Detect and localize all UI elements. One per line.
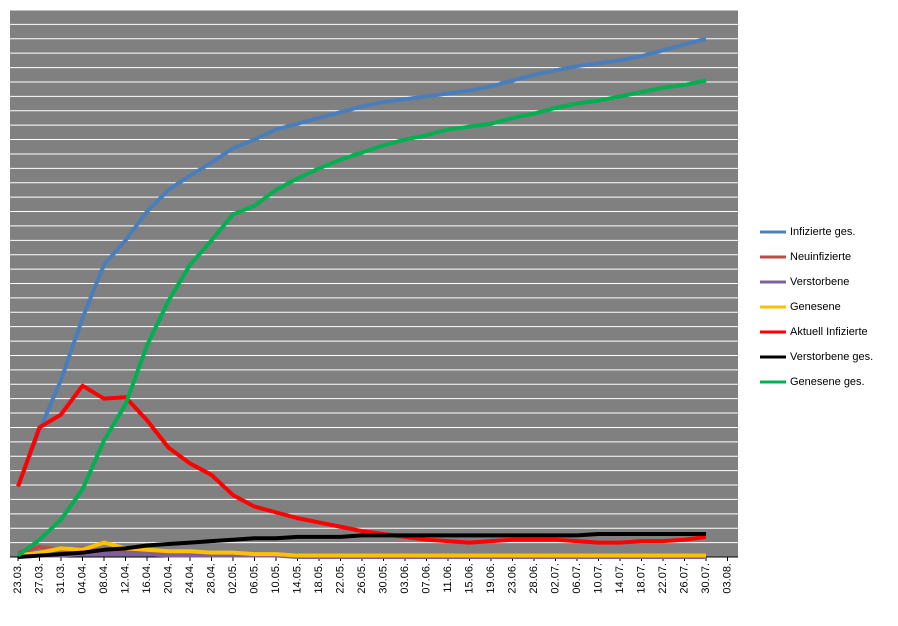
x-tick-label: 22.05. — [334, 563, 346, 594]
x-tick-label: 30.07. — [700, 563, 712, 594]
legend-label: Genesene — [790, 301, 841, 313]
x-tick-label: 08.04. — [98, 563, 110, 594]
x-tick-label: 10.07. — [592, 563, 604, 594]
x-tick-label: 26.07. — [678, 563, 690, 594]
legend-label: Genesene ges. — [790, 376, 865, 388]
x-tick-label: 11.06. — [442, 563, 454, 593]
x-tick-label: 28.06. — [528, 563, 540, 594]
legend-label: Neuinfizierte — [790, 251, 851, 263]
x-tick-label: 03.06. — [399, 563, 411, 594]
series-line — [16, 78, 707, 558]
x-tick-label: 28.04. — [205, 563, 217, 594]
legend-label: Verstorbene ges. — [790, 351, 873, 363]
x-tick-label: 23.03. — [12, 563, 24, 594]
legend-label: Infizierte ges. — [790, 226, 855, 238]
x-tick-label: 06.07. — [571, 563, 583, 594]
x-tick-label: 22.07. — [657, 563, 669, 594]
x-tick-label: 03.08. — [721, 563, 733, 594]
x-tick-label: 31.03. — [55, 563, 67, 594]
legend-label: Aktuell Infizierte — [790, 326, 868, 338]
x-tick-label: 23.06. — [506, 563, 518, 594]
x-tick-label: 02.05. — [227, 563, 239, 594]
x-tick-label: 27.03. — [33, 563, 45, 594]
series-line — [16, 36, 707, 488]
x-tick-label: 18.05. — [313, 563, 325, 594]
x-tick-label: 14.05. — [291, 563, 303, 594]
x-tick-label: 16.04. — [141, 563, 153, 594]
x-tick-label: 14.07. — [614, 563, 626, 594]
x-tick-label: 10.05. — [270, 563, 282, 594]
x-tick-label: 07.06. — [420, 563, 432, 594]
x-tick-label: 26.05. — [356, 563, 368, 594]
series-line — [16, 383, 707, 545]
x-tick-label: 30.05. — [377, 563, 389, 594]
x-tick-label: 04.04. — [76, 563, 88, 594]
series-line — [17, 531, 706, 559]
legend-label: Verstorbene — [790, 276, 849, 288]
x-tick-label: 06.05. — [248, 563, 260, 594]
x-tick-label: 20.04. — [162, 563, 174, 594]
x-tick-label: 24.04. — [184, 563, 196, 594]
x-tick-label: 18.07. — [635, 563, 647, 594]
x-tick-label: 15.06. — [463, 563, 475, 594]
x-tick-label: 19.06. — [485, 563, 497, 594]
x-tick-label: 12.04. — [119, 563, 131, 594]
x-tick-label: 02.07. — [549, 563, 561, 594]
